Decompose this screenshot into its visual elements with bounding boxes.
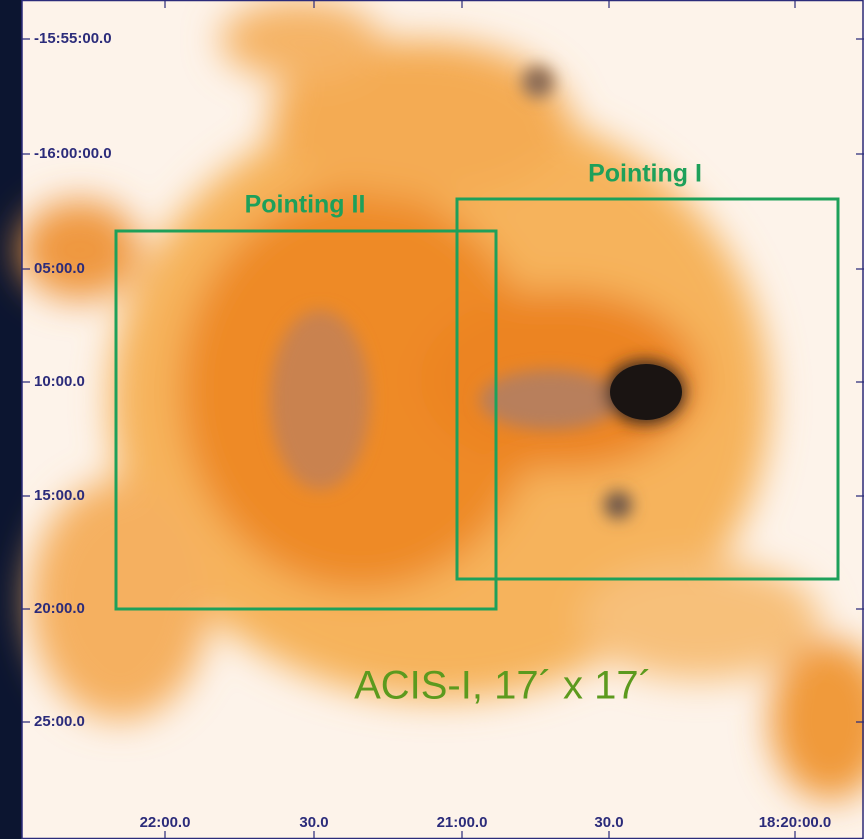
x-label: 22:00.0 [140,814,191,831]
y-label: 10:00.0 [34,373,85,390]
x-label: 18:20:00.0 [759,814,832,831]
sky-image: -15:55:00.0 -16:00:00.0 05:00.0 10:00.0 … [0,0,864,839]
y-label: 20:00.0 [34,600,85,617]
pointing-label: Pointing II [245,191,366,219]
x-label: 21:00.0 [437,814,488,831]
pointing-label: Pointing I [588,160,702,188]
caption: ACIS-I, 17´ x 17´ [354,664,652,708]
y-label: 25:00.0 [34,713,85,730]
point-source [610,364,682,420]
y-label: -15:55:00.0 [34,30,112,47]
x-label: 30.0 [594,814,623,831]
x-label: 30.0 [299,814,328,831]
optical-strip [0,0,22,839]
y-label: 05:00.0 [34,260,85,277]
y-label: -16:00:00.0 [34,145,112,162]
y-label: 15:00.0 [34,487,85,504]
